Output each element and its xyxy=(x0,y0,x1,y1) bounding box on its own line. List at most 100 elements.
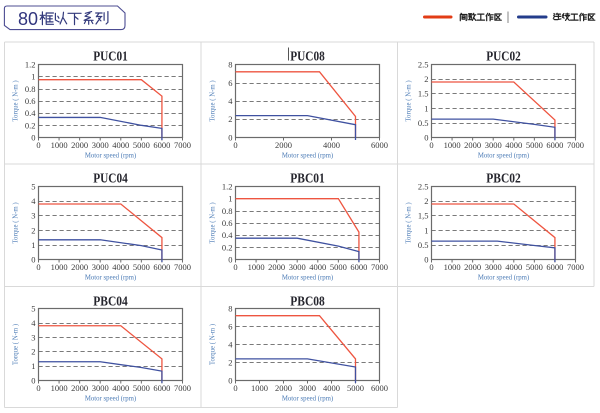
svg-text:Motor speed (rpm): Motor speed (rpm) xyxy=(282,274,333,281)
svg-text:0.8: 0.8 xyxy=(222,206,233,216)
svg-text:Torque ( N-m ): Torque ( N-m ) xyxy=(210,80,217,121)
svg-text:7000: 7000 xyxy=(567,262,584,272)
svg-text:1000: 1000 xyxy=(444,140,461,150)
svg-text:5: 5 xyxy=(31,182,35,192)
svg-text:7000: 7000 xyxy=(174,383,191,393)
svg-text:1: 1 xyxy=(228,194,232,204)
svg-text:2000: 2000 xyxy=(71,140,88,150)
svg-text:PUC01: PUC01 xyxy=(93,48,128,63)
svg-text:5000: 5000 xyxy=(347,383,364,393)
svg-text:2000: 2000 xyxy=(268,262,285,272)
svg-text:5000: 5000 xyxy=(133,262,150,272)
svg-text:2000: 2000 xyxy=(71,262,88,272)
svg-text:0.4: 0.4 xyxy=(222,230,233,240)
svg-text:PBC08: PBC08 xyxy=(290,293,325,308)
svg-text:2000: 2000 xyxy=(275,140,292,150)
svg-text:Motor speed (rpm): Motor speed (rpm) xyxy=(85,152,136,159)
svg-text:0.2: 0.2 xyxy=(222,242,233,252)
svg-text:Torque ( N-m ): Torque ( N-m ) xyxy=(406,80,413,121)
svg-text:5000: 5000 xyxy=(330,262,347,272)
svg-text:5000: 5000 xyxy=(133,140,150,150)
svg-text:6000: 6000 xyxy=(371,383,388,393)
svg-text:0: 0 xyxy=(228,376,232,386)
svg-text:4000: 4000 xyxy=(505,140,522,150)
svg-text:1.2: 1.2 xyxy=(222,182,233,192)
svg-text:7000: 7000 xyxy=(174,262,191,272)
svg-text:2000: 2000 xyxy=(71,383,88,393)
svg-text:PUC02: PUC02 xyxy=(486,48,521,63)
svg-text:2: 2 xyxy=(228,358,232,368)
svg-text:1: 1 xyxy=(424,225,428,235)
svg-text:Torque ( N-m ): Torque ( N-m ) xyxy=(13,202,20,243)
svg-text:Motor speed (rpm): Motor speed (rpm) xyxy=(282,395,333,402)
svg-text:PBC01: PBC01 xyxy=(290,170,325,185)
svg-text:Motor speed (rpm): Motor speed (rpm) xyxy=(282,152,333,159)
svg-text:4000: 4000 xyxy=(112,383,129,393)
svg-text:Motor speed (rpm): Motor speed (rpm) xyxy=(478,274,529,281)
svg-text:8: 8 xyxy=(228,304,232,314)
svg-text:Torque ( N-m ): Torque ( N-m ) xyxy=(13,80,20,121)
svg-text:4000: 4000 xyxy=(309,262,326,272)
svg-text:Torque ( N-m ): Torque ( N-m ) xyxy=(406,202,413,243)
svg-text:0: 0 xyxy=(36,140,40,150)
svg-text:0: 0 xyxy=(429,140,433,150)
svg-text:1,5: 1,5 xyxy=(418,211,429,221)
svg-text:6: 6 xyxy=(228,78,232,88)
svg-text:1.2: 1.2 xyxy=(25,60,36,70)
svg-text:0: 0 xyxy=(31,133,35,143)
svg-text:8: 8 xyxy=(228,60,232,70)
svg-text:0.5: 0.5 xyxy=(418,118,429,128)
svg-text:4: 4 xyxy=(228,96,233,106)
svg-text:1000: 1000 xyxy=(51,383,68,393)
svg-text:5000: 5000 xyxy=(526,140,543,150)
svg-text:1000: 1000 xyxy=(51,262,68,272)
svg-text:Motor speed (rpm): Motor speed (rpm) xyxy=(478,152,529,159)
svg-text:1000: 1000 xyxy=(251,383,268,393)
svg-text:2.5: 2.5 xyxy=(418,60,429,70)
svg-text:PBC04: PBC04 xyxy=(93,293,128,308)
svg-text:5000: 5000 xyxy=(526,262,543,272)
svg-text:6000: 6000 xyxy=(546,140,563,150)
svg-text:2000: 2000 xyxy=(464,140,481,150)
svg-text:80: 80 xyxy=(18,9,38,29)
svg-text:0: 0 xyxy=(228,255,232,265)
svg-text:0: 0 xyxy=(31,255,35,265)
svg-text:3000: 3000 xyxy=(299,383,316,393)
svg-text:0: 0 xyxy=(424,255,428,265)
svg-text:2: 2 xyxy=(31,225,35,235)
svg-text:2: 2 xyxy=(424,74,428,84)
svg-text:4: 4 xyxy=(228,340,233,350)
svg-text:6000: 6000 xyxy=(153,262,170,272)
svg-text:3000: 3000 xyxy=(485,262,502,272)
svg-text:3000: 3000 xyxy=(92,383,109,393)
svg-text:0: 0 xyxy=(36,262,40,272)
svg-text:1000: 1000 xyxy=(444,262,461,272)
svg-text:4000: 4000 xyxy=(112,140,129,150)
svg-text:7000: 7000 xyxy=(567,140,584,150)
svg-text:0: 0 xyxy=(233,140,237,150)
svg-text:Torque ( N-m ): Torque ( N-m ) xyxy=(210,324,217,365)
svg-text:1: 1 xyxy=(31,361,35,371)
svg-text:0.8: 0.8 xyxy=(25,84,36,94)
svg-text:PUC04: PUC04 xyxy=(93,170,128,185)
svg-text:0.2: 0.2 xyxy=(25,120,36,130)
svg-text:1: 1 xyxy=(31,72,35,82)
svg-text:Motor speed (rpm): Motor speed (rpm) xyxy=(85,395,136,402)
svg-text:2: 2 xyxy=(228,114,232,124)
svg-text:6: 6 xyxy=(228,322,232,332)
svg-text:PBC02: PBC02 xyxy=(486,170,521,185)
svg-text:6000: 6000 xyxy=(350,262,367,272)
svg-text:PUC08: PUC08 xyxy=(290,48,325,63)
svg-text:6000: 6000 xyxy=(153,140,170,150)
svg-text:0.4: 0.4 xyxy=(25,108,36,118)
svg-text:7000: 7000 xyxy=(371,262,388,272)
svg-text:1000: 1000 xyxy=(248,262,265,272)
svg-text:Torque ( N-m ): Torque ( N-m ) xyxy=(210,202,217,243)
svg-text:1000: 1000 xyxy=(51,140,68,150)
svg-text:6000: 6000 xyxy=(153,383,170,393)
svg-text:3000: 3000 xyxy=(92,262,109,272)
svg-text:0.6: 0.6 xyxy=(25,96,36,106)
svg-text:0: 0 xyxy=(233,383,237,393)
svg-text:3000: 3000 xyxy=(92,140,109,150)
svg-text:4000: 4000 xyxy=(112,262,129,272)
